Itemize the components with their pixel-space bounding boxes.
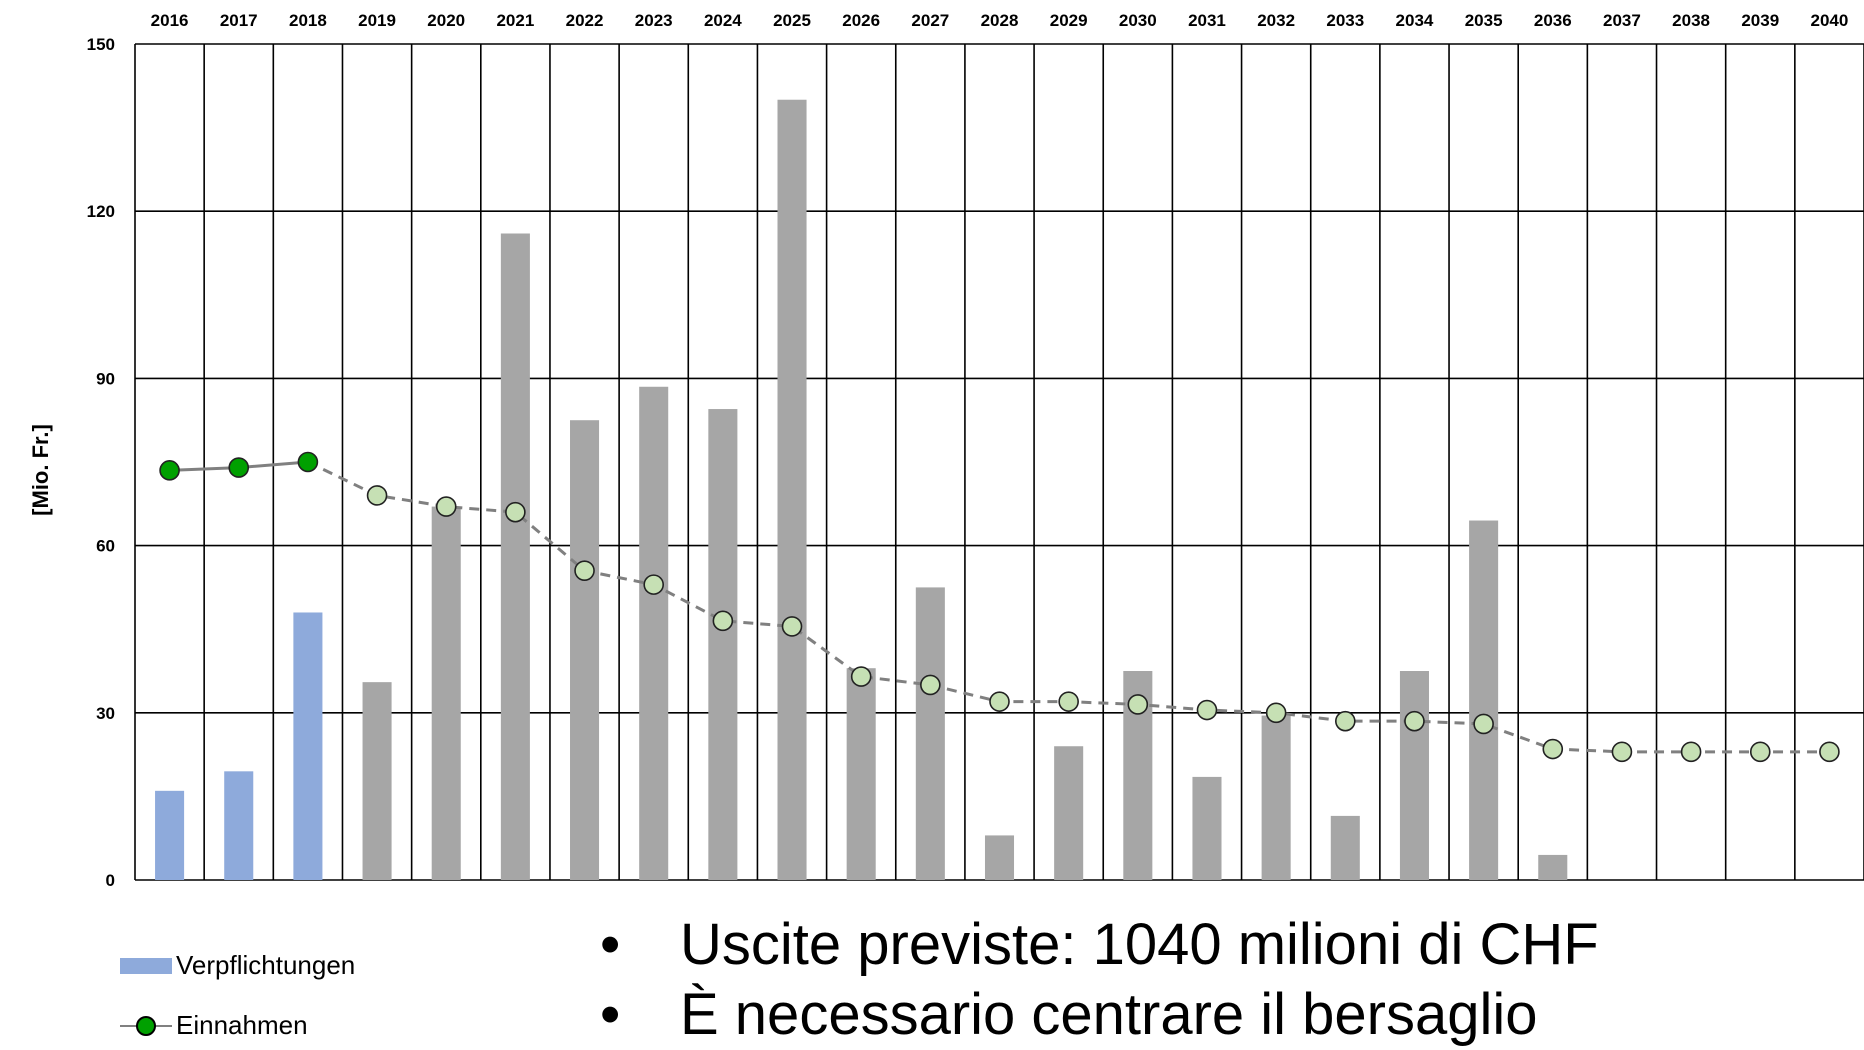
line-point [366, 485, 388, 506]
y-tick-label: 90 [96, 369, 115, 388]
bar [777, 99, 807, 880]
bar [1192, 776, 1222, 880]
bar [431, 506, 461, 880]
line-series [159, 451, 1840, 763]
bar [639, 386, 669, 880]
line-point [435, 496, 457, 517]
x-tick-label: 2037 [1603, 11, 1641, 30]
x-tick-label: 2025 [773, 11, 811, 30]
bar [846, 668, 876, 880]
legend-line-label: Einnahmen [176, 1010, 308, 1040]
x-tick-labels: 2016 2017 2018 2019 2020 2021 2022 2023 2024 2025… [151, 11, 1849, 30]
bar [224, 771, 254, 880]
line-point [989, 691, 1010, 712]
y-tick-label: 120 [87, 202, 115, 221]
bar-series [155, 99, 1568, 880]
x-tick-label: 2024 [704, 11, 742, 30]
bar [1469, 520, 1499, 880]
bar [500, 233, 530, 880]
line-point [1542, 738, 1564, 760]
x-tick-label: 2030 [1119, 11, 1157, 30]
line-point [1819, 741, 1840, 763]
y-tick-label: 150 [87, 35, 115, 54]
x-tick-label: 2031 [1188, 11, 1226, 30]
bar [1054, 746, 1084, 880]
bar [708, 409, 738, 880]
x-tick-label: 2032 [1257, 11, 1295, 30]
bullet-icon: • [600, 912, 621, 977]
x-tick-label: 2019 [358, 11, 396, 30]
line-point [1127, 694, 1149, 715]
x-tick-label: 2029 [1050, 11, 1088, 30]
x-tick-label: 2021 [496, 11, 534, 30]
line-point [1749, 741, 1771, 763]
line-point [920, 674, 941, 696]
legend-item-einnahmen: Einnahmen [120, 1010, 308, 1041]
legend-item-verpflichtungen: Verpflichtungen [120, 950, 355, 981]
x-tick-label: 2034 [1396, 11, 1434, 30]
line-point [643, 574, 665, 595]
note-item: • Uscite previste: 1040 milioni di CHF [600, 910, 1599, 980]
line-point [1680, 741, 1702, 763]
bar [1261, 715, 1291, 880]
bar [293, 612, 323, 880]
line-point [1611, 741, 1633, 763]
line-point [712, 610, 734, 632]
note-text: È necessario centrare il bersaglio [680, 982, 1538, 1047]
line-point [505, 501, 526, 523]
grid [134, 43, 1864, 881]
legend-line-swatch [120, 1015, 172, 1036]
x-tick-label: 2036 [1534, 11, 1572, 30]
x-tick-label: 2022 [566, 11, 604, 30]
x-tick-label: 2027 [911, 11, 949, 30]
line-point [850, 666, 872, 687]
note-item: • È necessario centrare il bersaglio [600, 980, 1599, 1050]
y-tick-labels: 0 30 60 90 120 150 [87, 35, 115, 890]
note-text: Uscite previste: 1040 milioni di CHF [680, 912, 1599, 977]
x-tick-label: 2023 [635, 11, 673, 30]
line-point [574, 560, 595, 581]
line-point [159, 460, 180, 481]
y-tick-label: 0 [106, 871, 115, 890]
line-point [228, 457, 250, 478]
bar [984, 835, 1015, 880]
line-point [1404, 710, 1425, 732]
x-tick-label: 2026 [842, 11, 880, 30]
x-tick-label: 2035 [1465, 11, 1503, 30]
bar [915, 587, 945, 880]
line-point [297, 451, 319, 473]
legend-bar-label: Verpflichtungen [176, 950, 356, 980]
line-point [781, 616, 803, 637]
bullet-icon: • [600, 982, 621, 1047]
line-point [1058, 691, 1079, 712]
x-tick-label: 2038 [1672, 11, 1710, 30]
x-tick-label: 2028 [981, 11, 1019, 30]
notes-list: • Uscite previste: 1040 milioni di CHF •… [600, 910, 1599, 1050]
line-point [1196, 699, 1218, 721]
legend-bar-swatch [120, 957, 172, 974]
y-axis-label: [Mio. Fr.] [28, 424, 53, 516]
bar [155, 790, 185, 880]
x-tick-label: 2033 [1326, 11, 1364, 30]
x-tick-label: 2020 [427, 11, 465, 30]
y-tick-label: 30 [96, 704, 115, 723]
y-tick-label: 60 [96, 537, 115, 556]
x-tick-label: 2039 [1741, 11, 1779, 30]
line-point [1335, 710, 1356, 732]
bar [1330, 815, 1360, 880]
x-tick-label: 2017 [220, 11, 258, 30]
line-point [1473, 713, 1494, 735]
bar [362, 682, 392, 880]
x-tick-label: 2040 [1811, 11, 1849, 30]
x-tick-label: 2018 [289, 11, 327, 30]
bar [570, 420, 600, 880]
x-tick-label: 2016 [151, 11, 189, 30]
bar [1399, 671, 1429, 880]
bar [1538, 854, 1568, 880]
line-point [1265, 702, 1287, 724]
